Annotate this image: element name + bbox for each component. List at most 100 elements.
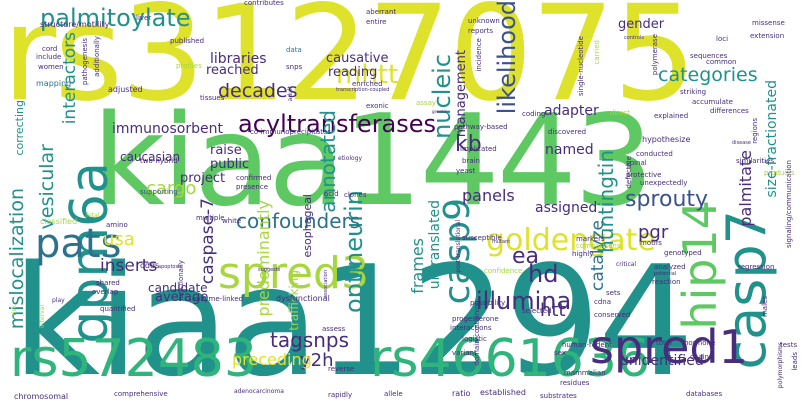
word-protective: protective [626, 171, 662, 179]
word-conducted: conducted [636, 150, 673, 158]
word-genetic: genetic [432, 109, 447, 114]
word-reverse: reverse [328, 365, 355, 373]
word-tests: tests [780, 341, 798, 349]
word-overlap: overlap [92, 288, 119, 296]
word-interval: interval [39, 305, 46, 328]
word-kiaa1294: kiaa1294 [12, 233, 694, 404]
word-discovered: discovered [548, 128, 587, 136]
word-htt: htt [540, 300, 566, 321]
word-preceding: preceding [232, 350, 312, 369]
word-unidentified: unidentified [620, 353, 704, 369]
word-sprouty: sprouty [625, 187, 709, 212]
word-presence: presence [236, 183, 269, 191]
word-variant: variant [452, 349, 477, 357]
word-multiple: multiple [196, 214, 225, 222]
word-frames: frames [408, 238, 427, 294]
word-possibility: possibility [470, 299, 506, 307]
word-chain: chain [690, 353, 709, 361]
word-play: play [52, 297, 65, 304]
word-confirmed: confirmed [236, 174, 272, 182]
word-ratio: ratio [452, 389, 471, 398]
word-spred1: spred1 [590, 320, 748, 374]
word-etiology: etiology [338, 155, 363, 162]
word-include: include [36, 53, 62, 61]
word-reading: reading [328, 65, 378, 80]
word-acid: acid [324, 190, 339, 198]
word-genotyped: genotyped [664, 249, 702, 257]
word-mutant: mutant [492, 239, 511, 245]
word-cargo: cargo [146, 178, 197, 199]
word-loci: loci [716, 35, 729, 43]
word-gender: gender [618, 17, 665, 32]
word-highly: highly [572, 250, 594, 258]
word-libraries: libraries [210, 51, 267, 67]
word-average: average [155, 290, 209, 305]
word-susceptible: susceptible [462, 234, 502, 242]
word-predominantly: predominantly [254, 200, 273, 317]
word-males: males [761, 296, 769, 318]
word-extension: extension [750, 32, 785, 40]
word-polymerase: polymerase [651, 34, 659, 76]
word-missense: missense [752, 19, 785, 27]
word-y2h: y2h [300, 350, 334, 371]
word-exonic: exonic [366, 102, 389, 110]
word-assay: assay [416, 99, 437, 107]
word-comparisons: comparisons [576, 242, 621, 250]
word-fetal: fetal [86, 212, 100, 219]
word-shared: shared [96, 279, 120, 287]
word-immunosorbent: immunosorbent [112, 121, 223, 137]
word-striking: striking [680, 88, 707, 96]
word-esophageal: esophageal [301, 194, 314, 258]
word-spred3: spred3 [218, 248, 369, 299]
word-similarities: similarities [736, 157, 775, 165]
word-pathwaybased: pathway-based [454, 123, 508, 131]
word-rapidly: rapidly [328, 391, 353, 399]
word-unexpectedly: unexpectedly [640, 179, 688, 187]
word-entire: entire [366, 18, 387, 26]
word-sex: sex [554, 349, 566, 357]
word-coimmunoprecipitates: co-immunoprecipitates [250, 128, 331, 136]
word-hypothesize: hypothesize [642, 135, 691, 144]
word-assigned: assigned [535, 200, 598, 216]
word-public: public [210, 157, 250, 172]
word-unknown: unknown [468, 17, 500, 25]
word-liver: liver [136, 14, 152, 22]
word-caucasian: caucasian [120, 150, 181, 164]
word-snps: snps [286, 63, 303, 71]
word-explained: explained [654, 112, 689, 120]
word-interactions: interactions [450, 324, 492, 332]
word-acyltransferases: acyltransferases [238, 110, 437, 138]
word-panels: panels [462, 186, 515, 205]
word-analyzed: analyzed [654, 263, 686, 271]
word-adjusted: adjusted [108, 85, 143, 94]
word-aberrant: aberrant [366, 8, 397, 16]
word-raise: raise [210, 143, 242, 158]
word-women: women [38, 63, 64, 71]
word-confounders: confounders [236, 209, 361, 233]
word-controls: controls [624, 35, 644, 41]
word-sequences: sequences [690, 52, 728, 60]
word-tagsnps: tagsnps [270, 328, 350, 352]
word-hd: hd [528, 260, 559, 288]
word-direct: direct [610, 109, 631, 117]
word-selected: selected [522, 307, 552, 315]
word-databases: databases [686, 390, 723, 398]
word-spinal: spinal [626, 159, 647, 167]
word-usa: usa [103, 229, 135, 250]
word-incidence: incidence [475, 38, 483, 72]
word-contributes: contributes [244, 0, 284, 7]
word-supporting: supporting [140, 188, 178, 196]
word-disease: disease [732, 140, 751, 146]
word-clones: clones [344, 191, 367, 199]
word-project: project [180, 171, 226, 186]
word-potential: potential [654, 271, 677, 277]
word-untranslated: untranslated [427, 200, 443, 290]
word-regression: regression [738, 263, 775, 271]
word-established: established [480, 388, 526, 397]
word-hormone: hormone [684, 339, 716, 347]
word-additionally: additionally [93, 36, 101, 77]
word-illumina: illumina [476, 287, 572, 315]
word-tissues: tissues [200, 94, 225, 102]
word-rs3127075: rs3127075 [2, 0, 697, 131]
